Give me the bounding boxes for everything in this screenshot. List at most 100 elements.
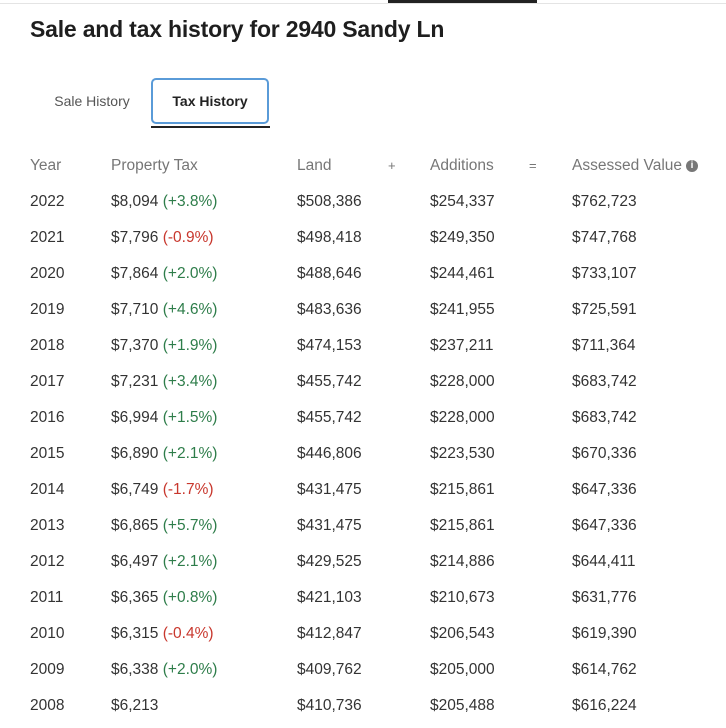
info-icon[interactable]: i (686, 160, 698, 172)
tax-amount: $8,094 (111, 193, 159, 210)
table-row: 2022 $8,094 (+3.8%) $508,386 $254,337 $762,7… (0, 184, 726, 220)
cell-land: $446,806 (297, 445, 362, 462)
cell-assessed-value: $670,336 (572, 445, 637, 462)
cell-assessed-value: $683,742 (572, 409, 637, 426)
cell-land: $508,386 (297, 193, 362, 210)
cell-property-tax: $7,370 (+1.9%) (111, 328, 217, 364)
tab-tax-history[interactable]: Tax History (151, 78, 269, 124)
active-tab-underline (151, 126, 270, 128)
tax-change: (+2.0%) (162, 265, 218, 282)
cell-assessed-value: $762,723 (572, 193, 637, 210)
table-row: 2017 $7,231 (+3.4%) $455,742 $228,000 $683,7… (0, 364, 726, 400)
cell-additions: $254,337 (430, 193, 495, 210)
tax-amount: $7,710 (111, 301, 159, 318)
cell-additions: $223,530 (430, 445, 495, 462)
cell-year: 2014 (30, 481, 65, 498)
table-row: 2019 $7,710 (+4.6%) $483,636 $241,955 $725,5… (0, 292, 726, 328)
cell-year: 2009 (30, 661, 65, 678)
table-row: 2009 $6,338 (+2.0%) $409,762 $205,000 $614,7… (0, 652, 726, 688)
tax-change: (+3.8%) (162, 193, 218, 210)
cell-year: 2012 (30, 553, 65, 570)
cell-assessed-value: $647,336 (572, 517, 637, 534)
cell-assessed-value: $733,107 (572, 265, 637, 282)
table-row: 2011 $6,365 (+0.8%) $421,103 $210,673 $631,7… (0, 580, 726, 616)
tax-amount: $6,213 (111, 697, 159, 714)
cell-assessed-value: $644,411 (572, 553, 636, 570)
cell-land: $488,646 (297, 265, 362, 282)
cell-additions: $244,461 (430, 265, 495, 282)
cell-property-tax: $7,864 (+2.0%) (111, 256, 217, 292)
tax-change: (+2.0%) (162, 661, 218, 678)
tax-amount: $7,864 (111, 265, 159, 282)
cell-year: 2020 (30, 265, 65, 282)
cell-property-tax: $7,231 (+3.4%) (111, 364, 217, 400)
table-row: 2021 $7,796 (-0.9%) $498,418 $249,350 $747,7… (0, 220, 726, 256)
tax-amount: $6,365 (111, 589, 159, 606)
tax-change: (+1.5%) (162, 409, 218, 426)
header-assessed-value: Assessed Value i (572, 148, 698, 184)
top-divider (0, 3, 726, 4)
cell-assessed-value: $683,742 (572, 373, 637, 390)
table-header: Year Property Tax Land + Additions = Ass… (0, 148, 726, 184)
tax-change: (-0.4%) (162, 625, 214, 642)
cell-assessed-value: $711,364 (572, 337, 636, 354)
cell-property-tax: $6,315 (-0.4%) (111, 616, 214, 652)
cell-property-tax: $6,749 (-1.7%) (111, 472, 214, 508)
cell-property-tax: $7,710 (+4.6%) (111, 292, 217, 328)
table-row: 2018 $7,370 (+1.9%) $474,153 $237,211 $711,3… (0, 328, 726, 364)
cell-land: $412,847 (297, 625, 362, 642)
cell-land: $421,103 (297, 589, 362, 606)
cell-additions: $215,861 (430, 517, 495, 534)
cell-year: 2021 (30, 229, 65, 246)
cell-additions: $228,000 (430, 373, 495, 390)
table-row: 2012 $6,497 (+2.1%) $429,525 $214,886 $644,4… (0, 544, 726, 580)
cell-assessed-value: $647,336 (572, 481, 637, 498)
cell-assessed-value: $619,390 (572, 625, 637, 642)
cell-year: 2022 (30, 193, 65, 210)
cell-property-tax: $7,796 (-0.9%) (111, 220, 214, 256)
tab-sale-history[interactable]: Sale History (54, 93, 130, 109)
tax-change: (+2.1%) (162, 445, 218, 462)
cell-assessed-value: $747,768 (572, 229, 637, 246)
table-row: 2008 $6,213 $410,736 $205,488 $616,224 (0, 688, 726, 724)
tax-change: (+4.6%) (162, 301, 218, 318)
cell-land: $431,475 (297, 481, 362, 498)
tax-change: (+1.9%) (162, 337, 218, 354)
cell-land: $455,742 (297, 373, 362, 390)
cell-additions: $215,861 (430, 481, 495, 498)
cell-land: $429,525 (297, 553, 362, 570)
tax-change: (+2.1%) (162, 553, 218, 570)
header-property-tax: Property Tax (111, 157, 198, 174)
tax-change: (+3.4%) (162, 373, 218, 390)
tax-amount: $7,231 (111, 373, 159, 390)
cell-year: 2018 (30, 337, 65, 354)
cell-property-tax: $6,865 (+5.7%) (111, 508, 217, 544)
equals-sign: = (529, 158, 537, 173)
table-row: 2010 $6,315 (-0.4%) $412,847 $206,543 $619,3… (0, 616, 726, 652)
tax-amount: $6,890 (111, 445, 159, 462)
plus-sign: + (388, 158, 396, 173)
cell-year: 2019 (30, 301, 65, 318)
cell-property-tax: $8,094 (+3.8%) (111, 184, 217, 220)
tax-amount: $6,338 (111, 661, 159, 678)
cell-property-tax: $6,890 (+2.1%) (111, 436, 217, 472)
cell-year: 2011 (30, 589, 64, 606)
table-row: 2016 $6,994 (+1.5%) $455,742 $228,000 $683,7… (0, 400, 726, 436)
cell-year: 2008 (30, 697, 65, 714)
cell-land: $409,762 (297, 661, 362, 678)
cell-land: $410,736 (297, 697, 362, 714)
cell-additions: $205,488 (430, 697, 495, 714)
header-assessed-label: Assessed Value (572, 157, 682, 174)
tax-amount: $6,865 (111, 517, 159, 534)
cell-additions: $214,886 (430, 553, 495, 570)
cell-land: $498,418 (297, 229, 362, 246)
cell-additions: $237,211 (430, 337, 494, 354)
table-row: 2020 $7,864 (+2.0%) $488,646 $244,461 $733,1… (0, 256, 726, 292)
cell-assessed-value: $614,762 (572, 661, 637, 678)
cell-additions: $249,350 (430, 229, 495, 246)
cell-additions: $241,955 (430, 301, 495, 318)
cell-additions: $206,543 (430, 625, 495, 642)
table-row: 2013 $6,865 (+5.7%) $431,475 $215,861 $647,3… (0, 508, 726, 544)
header-year: Year (30, 157, 62, 174)
tax-amount: $7,796 (111, 229, 159, 246)
